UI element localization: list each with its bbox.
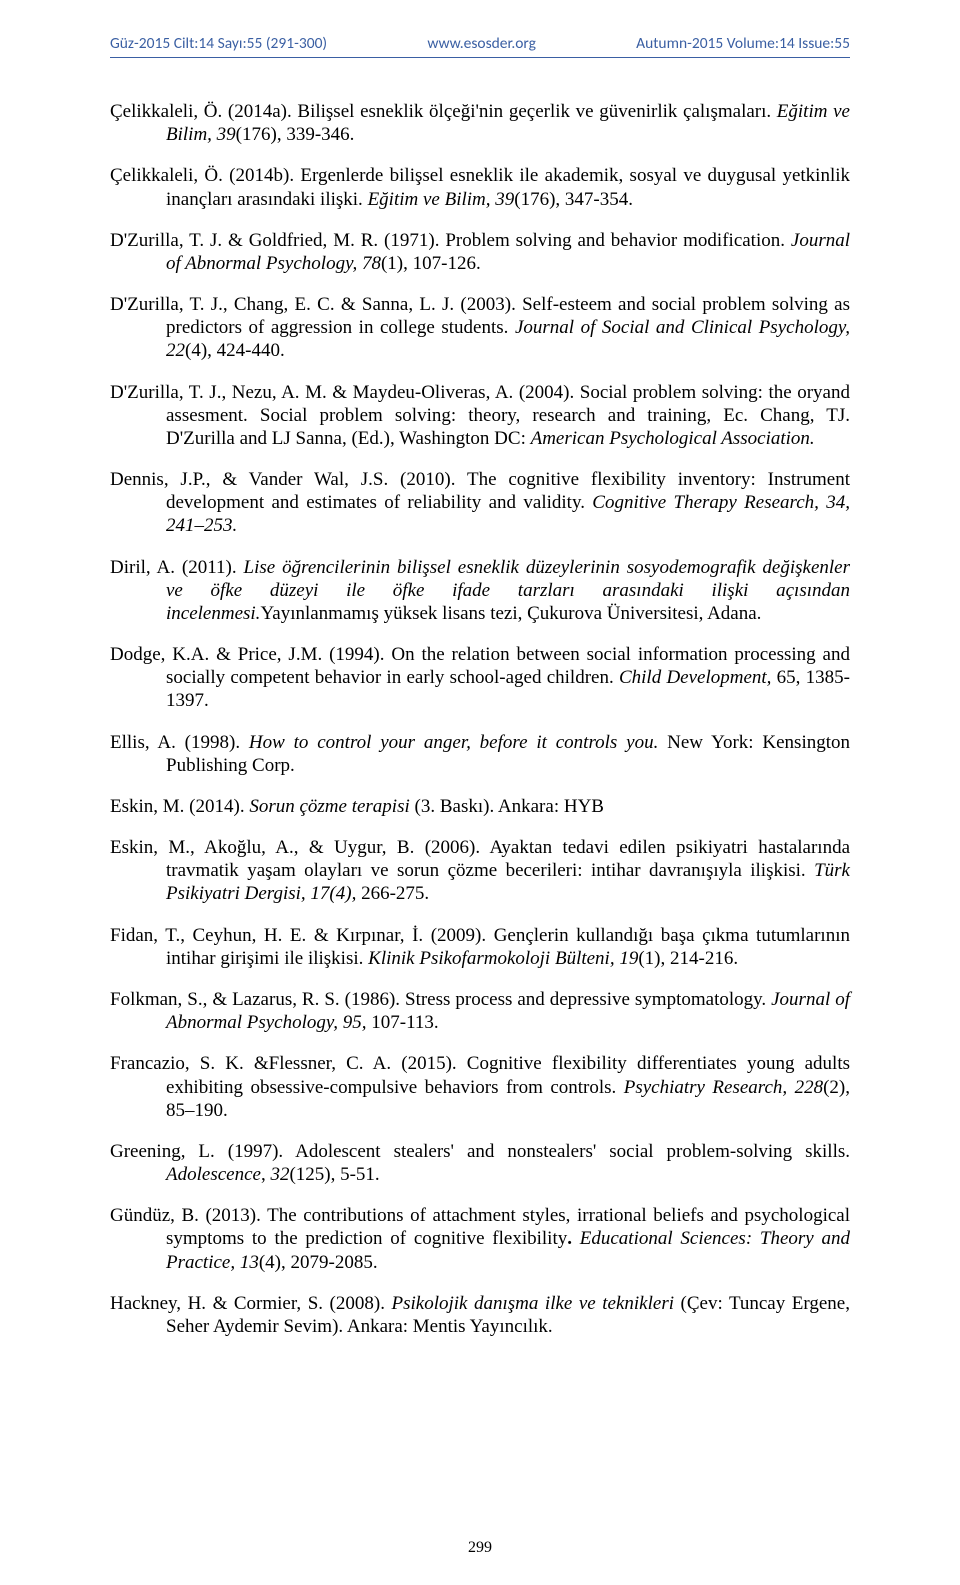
running-head-left: Güz-2015 Cilt:14 Sayı:55 (291-300) <box>110 34 327 53</box>
reference-item: D'Zurilla, T. J., Nezu, A. M. & Maydeu-O… <box>110 381 850 451</box>
reference-item: Folkman, S., & Lazarus, R. S. (1986). St… <box>110 988 850 1034</box>
reference-item: Eskin, M. (2014). Sorun çözme terapisi (… <box>110 795 850 818</box>
reference-item: Gündüz, B. (2013). The contributions of … <box>110 1204 850 1274</box>
reference-item: Diril, A. (2011). Lise öğrencilerinin bi… <box>110 556 850 626</box>
reference-item: Dodge, K.A. & Price, J.M. (1994). On the… <box>110 643 850 713</box>
references-list: Çelikkaleli, Ö. (2014a). Bilişsel esnekl… <box>110 100 850 1338</box>
reference-item: Ellis, A. (1998). How to control your an… <box>110 731 850 777</box>
running-head: Güz-2015 Cilt:14 Sayı:55 (291-300) www.e… <box>110 34 850 53</box>
reference-item: Greening, L. (1997). Adolescent stealers… <box>110 1140 850 1186</box>
reference-item: Çelikkaleli, Ö. (2014a). Bilişsel esnekl… <box>110 100 850 146</box>
reference-item: D'Zurilla, T. J. & Goldfried, M. R. (197… <box>110 229 850 275</box>
reference-item: Francazio, S. K. &Flessner, C. A. (2015)… <box>110 1052 850 1122</box>
running-head-center: www.esosder.org <box>427 34 536 53</box>
reference-item: Çelikkaleli, Ö. (2014b). Ergenlerde bili… <box>110 164 850 210</box>
reference-item: Fidan, T., Ceyhun, H. E. & Kırpınar, İ. … <box>110 924 850 970</box>
reference-item: Dennis, J.P., & Vander Wal, J.S. (2010).… <box>110 468 850 538</box>
header-rule <box>110 57 850 58</box>
reference-item: D'Zurilla, T. J., Chang, E. C. & Sanna, … <box>110 293 850 363</box>
reference-item: Eskin, M., Akoğlu, A., & Uygur, B. (2006… <box>110 836 850 906</box>
running-head-right: Autumn-2015 Volume:14 Issue:55 <box>636 34 850 53</box>
reference-item: Hackney, H. & Cormier, S. (2008). Psikol… <box>110 1292 850 1338</box>
page-number: 299 <box>0 1539 960 1557</box>
